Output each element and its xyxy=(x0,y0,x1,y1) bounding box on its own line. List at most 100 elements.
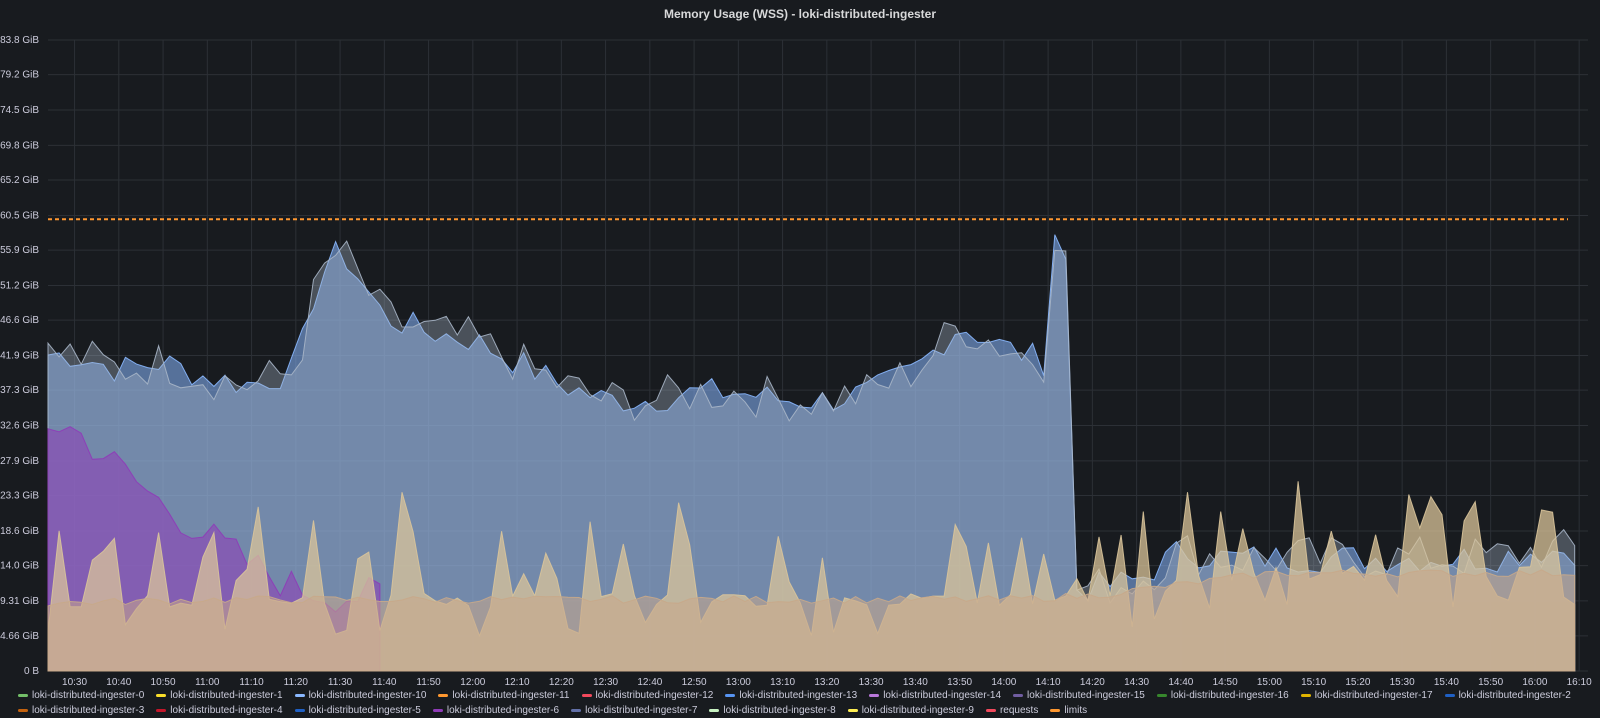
legend-item[interactable]: loki-distributed-ingester-3 xyxy=(18,703,144,718)
legend-label: loki-distributed-ingester-1 xyxy=(170,690,283,701)
memory-usage-chart[interactable]: 0 B 4.66 GiB 9.31 GiB 14.0 GiB 18.6 GiB 23.3 … xyxy=(0,0,1600,690)
legend-label: loki-distributed-ingester-7 xyxy=(585,705,698,716)
legend-swatch xyxy=(1444,693,1455,697)
legend-swatch xyxy=(294,708,305,712)
legend-label: loki-distributed-ingester-5 xyxy=(308,705,421,716)
x-tick-label: 11:30 xyxy=(328,677,353,688)
legend-item[interactable]: requests xyxy=(985,703,1039,718)
legend-swatch xyxy=(1013,693,1024,697)
x-tick-label: 15:50 xyxy=(1478,677,1503,688)
x-tick-label: 14:10 xyxy=(1036,677,1061,688)
y-tick-label: 27.9 GiB xyxy=(0,456,39,467)
legend-item[interactable]: loki-distributed-ingester-6 xyxy=(432,703,560,718)
x-tick-label: 13:20 xyxy=(814,677,839,688)
y-tick-label: 14.0 GiB xyxy=(0,561,39,572)
y-tick-label: 23.3 GiB xyxy=(0,491,39,502)
x-tick-label: 16:00 xyxy=(1522,677,1547,688)
x-tick-label: 12:20 xyxy=(549,677,574,688)
x-tick-label: 14:20 xyxy=(1080,677,1105,688)
legend-swatch xyxy=(1156,693,1167,697)
legend-label: loki-distributed-ingester-11 xyxy=(452,690,570,701)
legend-swatch xyxy=(18,708,28,712)
legend-label: loki-distributed-ingester-8 xyxy=(723,705,836,716)
legend-swatch xyxy=(438,693,449,697)
x-tick-label: 15:30 xyxy=(1390,677,1415,688)
x-tick-label: 15:20 xyxy=(1345,677,1370,688)
y-tick-label: 55.9 GiB xyxy=(0,245,39,256)
legend-item[interactable]: loki-distributed-ingester-1 xyxy=(156,688,283,703)
legend-label: loki-distributed-ingester-4 xyxy=(170,705,283,716)
legend-swatch xyxy=(571,708,582,712)
x-tick-label: 11:40 xyxy=(372,677,397,688)
x-tick-label: 10:50 xyxy=(151,677,176,688)
legend-item[interactable]: loki-distributed-ingester-9 xyxy=(847,703,974,718)
y-tick-label: 74.5 GiB xyxy=(0,105,39,116)
legend-item[interactable]: loki-distributed-ingester-8 xyxy=(709,703,836,718)
x-tick-label: 14:50 xyxy=(1213,677,1238,688)
x-tick-label: 12:40 xyxy=(637,677,662,688)
legend-label: loki-distributed-ingester-2 xyxy=(1458,690,1571,701)
series-area-ingester-1 xyxy=(47,569,1576,672)
legend-label: loki-distributed-ingester-3 xyxy=(32,705,145,716)
legend-item[interactable]: loki-distributed-ingester-7 xyxy=(571,703,697,718)
legend-label: loki-distributed-ingester-15 xyxy=(1027,690,1145,701)
x-tick-label: 13:40 xyxy=(903,677,928,688)
legend-swatch xyxy=(294,693,305,697)
legend-label: requests xyxy=(999,705,1039,716)
x-tick-label: 11:20 xyxy=(284,677,309,688)
legend-label: loki-distributed-ingester-12 xyxy=(595,690,714,701)
x-tick-label: 11:50 xyxy=(416,677,441,688)
x-tick-label: 11:00 xyxy=(195,677,220,688)
legend-item[interactable]: loki-distributed-ingester-12 xyxy=(581,688,714,703)
legend-swatch xyxy=(709,708,720,712)
x-tick-label: 10:30 xyxy=(62,677,87,688)
x-tick-label: 10:40 xyxy=(106,677,131,688)
x-tick-label: 12:30 xyxy=(593,677,618,688)
y-tick-label: 69.8 GiB xyxy=(0,140,39,151)
legend-item[interactable]: loki-distributed-ingester-10 xyxy=(294,688,427,703)
x-tick-label: 15:10 xyxy=(1301,677,1326,688)
y-tick-label: 4.66 GiB xyxy=(0,631,39,642)
legend-swatch xyxy=(156,708,167,712)
legend-label: limits xyxy=(1064,705,1088,716)
y-tick-label: 32.6 GiB xyxy=(0,421,39,432)
legend-item[interactable]: limits xyxy=(1050,703,1087,718)
legend-label: loki-distributed-ingester-6 xyxy=(446,705,560,716)
y-tick-label: 60.5 GiB xyxy=(0,210,39,221)
legend-swatch xyxy=(1300,693,1311,697)
y-tick-label: 18.6 GiB xyxy=(0,526,39,537)
legend-swatch xyxy=(432,708,443,712)
legend-item[interactable]: loki-distributed-ingester-13 xyxy=(725,688,857,703)
legend-item[interactable]: loki-distributed-ingester-0 xyxy=(18,688,144,703)
legend-item[interactable]: loki-distributed-ingester-5 xyxy=(294,703,421,718)
legend-label: loki-distributed-ingester-13 xyxy=(739,690,858,701)
legend-swatch xyxy=(985,708,996,712)
legend-item[interactable]: loki-distributed-ingester-4 xyxy=(156,703,283,718)
chart-areas xyxy=(47,234,1576,672)
legend-label: loki-distributed-ingester-14 xyxy=(883,690,1002,701)
legend-item[interactable]: loki-distributed-ingester-11 xyxy=(438,688,570,703)
x-tick-label: 15:00 xyxy=(1257,677,1282,688)
x-tick-label: 12:10 xyxy=(505,677,530,688)
y-tick-label: 46.6 GiB xyxy=(0,315,39,326)
y-tick-label: 41.9 GiB xyxy=(0,351,39,362)
x-tick-label: 14:00 xyxy=(991,677,1016,688)
y-tick-label: 0 B xyxy=(24,666,39,677)
legend-swatch xyxy=(869,693,880,697)
legend-item[interactable]: loki-distributed-ingester-16 xyxy=(1156,688,1289,703)
y-tick-label: 83.8 GiB xyxy=(0,35,39,46)
chart-legend: loki-distributed-ingester-0 loki-distribu… xyxy=(18,688,1588,718)
legend-label: loki-distributed-ingester-10 xyxy=(308,690,427,701)
x-tick-label: 14:30 xyxy=(1124,677,1149,688)
legend-swatch xyxy=(156,693,167,697)
legend-item[interactable]: loki-distributed-ingester-17 xyxy=(1300,688,1433,703)
legend-item[interactable]: loki-distributed-ingester-15 xyxy=(1013,688,1145,703)
x-tick-label: 12:50 xyxy=(682,677,707,688)
legend-label: loki-distributed-ingester-0 xyxy=(32,690,145,701)
x-tick-label: 13:30 xyxy=(859,677,884,688)
legend-item[interactable]: loki-distributed-ingester-14 xyxy=(869,688,1001,703)
legend-label: loki-distributed-ingester-17 xyxy=(1314,690,1433,701)
legend-item[interactable]: loki-distributed-ingester-2 xyxy=(1444,688,1571,703)
x-tick-label: 12:00 xyxy=(460,677,485,688)
x-tick-label: 15:40 xyxy=(1434,677,1459,688)
